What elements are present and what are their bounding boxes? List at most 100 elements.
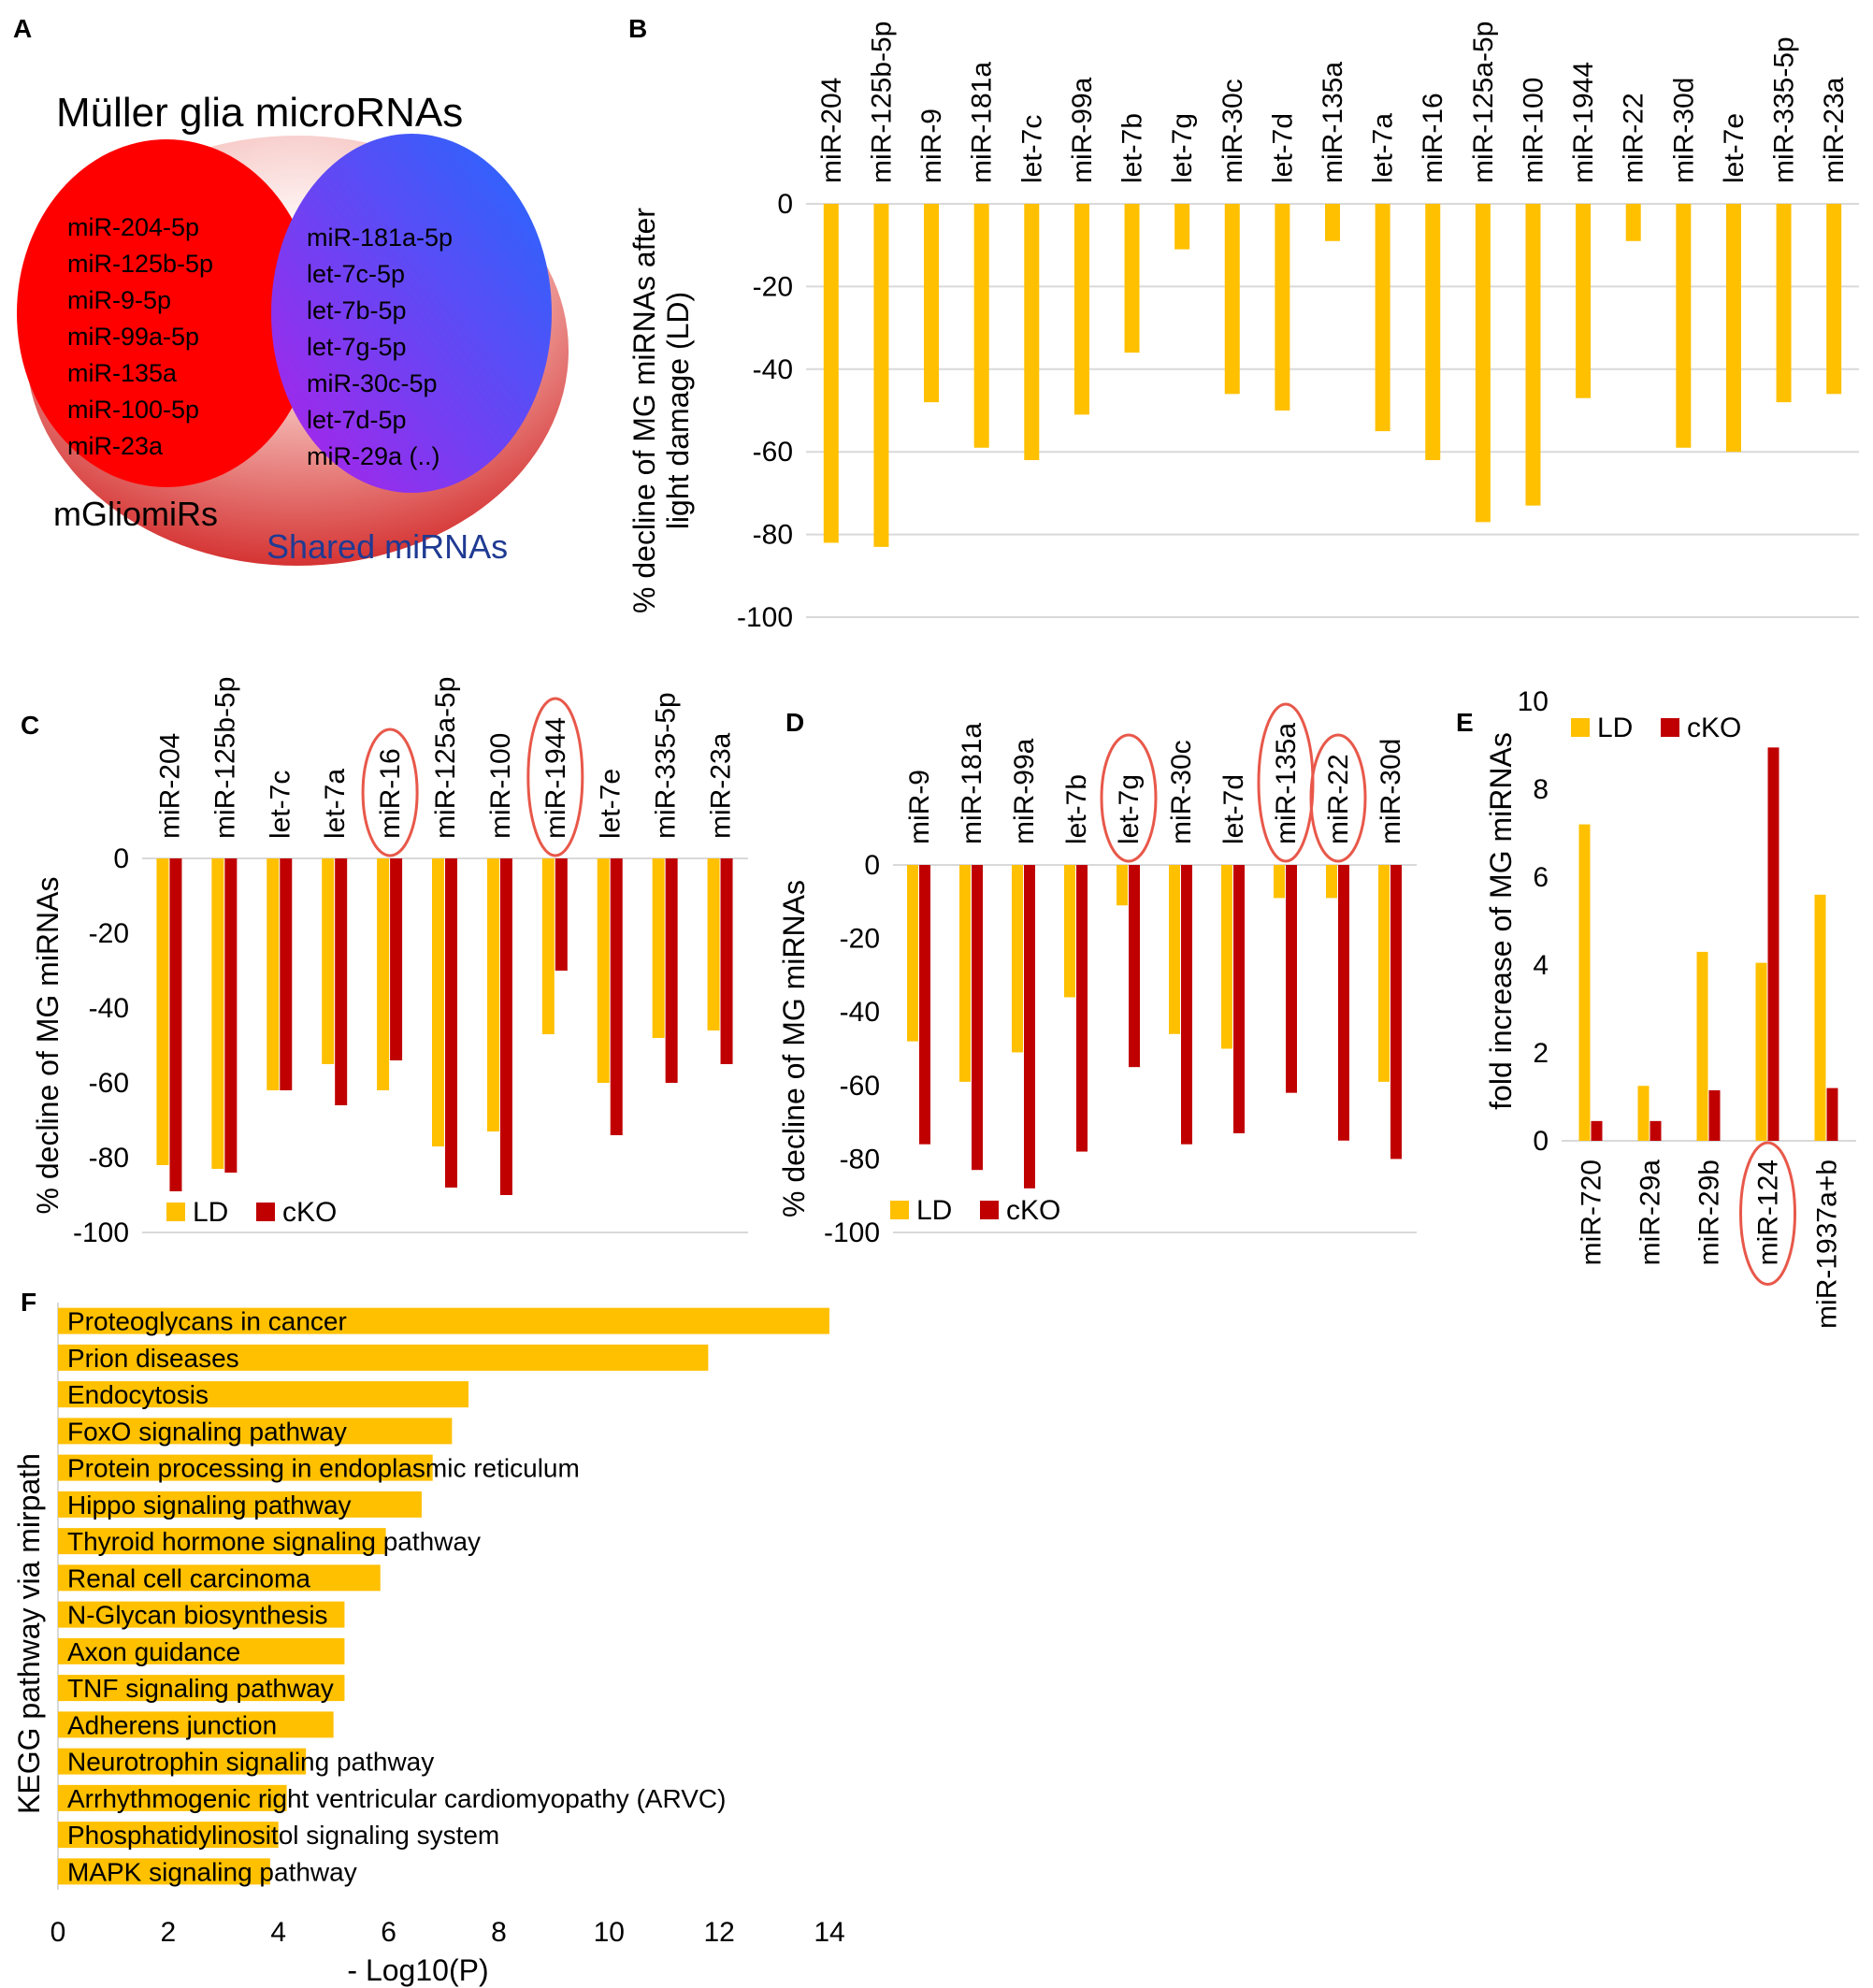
y-tick-label: 0 <box>113 843 129 874</box>
legend-label-cko: cKO <box>1006 1195 1060 1226</box>
bar-cko <box>1338 865 1349 1141</box>
bar-cko <box>169 858 182 1191</box>
venn-mgliomirs-circle <box>17 139 316 487</box>
category-label: let-7c <box>265 771 295 839</box>
bar-ld <box>267 858 280 1090</box>
category-label: miR-135a <box>1271 723 1302 844</box>
legend-swatch-cko <box>980 1201 999 1219</box>
x-tick-label: 12 <box>703 1917 734 1948</box>
venn-shared-item: let-7d-5p <box>307 406 407 434</box>
panel-letter-d: D <box>785 708 804 737</box>
category-label: miR-22 <box>1619 93 1650 183</box>
bar-ld <box>1637 1086 1650 1141</box>
category-label: miR-181a <box>957 723 987 844</box>
bar-ld <box>432 858 444 1146</box>
bar-ld <box>1124 204 1140 353</box>
pathway-label: Protein processing in endoplasmic reticu… <box>67 1454 580 1483</box>
bar-ld <box>1117 865 1128 906</box>
bar-pathway <box>58 1711 334 1738</box>
bar-ld <box>1725 204 1741 453</box>
y-tick-label: -20 <box>753 271 793 302</box>
legend-swatch-cko <box>256 1203 275 1221</box>
bar-cko <box>972 865 983 1171</box>
y-axis-label: KEGG pathway via mirpath <box>12 1453 46 1814</box>
x-tick-label: 10 <box>594 1917 625 1948</box>
panel-letter-a: A <box>13 14 32 43</box>
bar-ld <box>1525 204 1541 506</box>
y-tick-label: -80 <box>753 520 793 551</box>
bar-ld <box>1174 204 1190 250</box>
chart-c: 0 -20 -40 -60 -80 -100 miR-204 miR-125b-5p let-7… <box>31 677 748 1248</box>
bar-pathway <box>58 1748 307 1775</box>
bar-cko <box>280 858 293 1090</box>
bar-pathway <box>58 1675 345 1702</box>
bar-ld <box>1064 865 1075 998</box>
venn-mgliomir-item: miR-23a <box>67 432 164 460</box>
bar-ld <box>486 858 499 1131</box>
pathway-label: Proteoglycans in cancer <box>67 1307 347 1336</box>
venn-mgliomir-item: miR-204-5p <box>67 213 199 241</box>
category-label: let-7b <box>1061 774 1092 844</box>
bar-ld <box>541 858 555 1034</box>
venn-mgliomirs-list: miR-204-5p miR-125b-5p miR-9-5p miR-99a-5p m… <box>67 213 213 460</box>
y-tick-label: -40 <box>753 354 793 385</box>
bar-ld <box>1576 204 1592 398</box>
bar-cko <box>335 858 348 1105</box>
bar-cko <box>1826 1088 1838 1141</box>
bar-ld <box>322 858 335 1064</box>
bar-ld <box>1826 204 1842 395</box>
x-tick-label: 4 <box>270 1917 286 1948</box>
pathway-label: TNF signaling pathway <box>67 1674 334 1703</box>
bar-cko <box>720 858 733 1064</box>
category-label: miR-100 <box>485 733 516 839</box>
category-label: miR-99a <box>1067 77 1098 183</box>
category-label: miR-22 <box>1323 754 1354 844</box>
category-label: miR-9 <box>916 108 947 183</box>
bar-cko <box>1390 865 1402 1160</box>
bar-ld <box>1224 204 1240 395</box>
chart-f: Proteoglycans in cancer Prion diseases End… <box>12 1303 845 1987</box>
category-label: miR-125a-5p <box>430 677 461 839</box>
category-label: miR-125a-5p <box>1468 22 1499 183</box>
venn-diagram: Müller glia microRNAs miR-204-5p miR-125b… <box>17 90 569 566</box>
highlight-circle <box>361 727 419 857</box>
category-label: miR-125b-5p <box>866 22 897 183</box>
bar-cko <box>224 858 238 1173</box>
y-axis-label: fold increase of MG miRNAs <box>1484 732 1518 1110</box>
category-label: miR-9 <box>904 770 935 844</box>
bar-cko <box>665 858 678 1083</box>
y-tick-label: 0 <box>864 850 880 881</box>
pathway-label: N-Glycan biosynthesis <box>67 1601 328 1630</box>
bar-pathway <box>58 1491 422 1518</box>
bar-ld <box>823 204 839 543</box>
bar-ld <box>211 858 224 1169</box>
bar-ld <box>1275 204 1290 411</box>
bar-cko <box>499 858 512 1195</box>
bar-pathway <box>58 1528 386 1555</box>
legend-swatch-ld <box>890 1201 909 1219</box>
bar-pathway <box>58 1344 709 1371</box>
legend-label-ld: LD <box>1597 713 1633 743</box>
pathway-label: Phosphatidylinositol signaling system <box>67 1821 499 1850</box>
bar-ld <box>1425 204 1441 461</box>
panel-letter-b: B <box>628 14 647 43</box>
bar-ld <box>1378 865 1390 1082</box>
category-label: let-7e <box>1719 113 1750 183</box>
bar-cko <box>610 858 623 1135</box>
category-label: miR-16 <box>375 748 406 839</box>
legend-label-cko: cKO <box>282 1197 337 1228</box>
venn-mgliomir-item: miR-100-5p <box>67 396 199 424</box>
bar-cko <box>1286 865 1297 1093</box>
legend-swatch-cko <box>1661 718 1679 737</box>
bar-cko <box>1076 865 1088 1152</box>
x-tick-label: 2 <box>161 1917 177 1948</box>
venn-mgliomirs-label: mGliomiRs <box>53 495 218 533</box>
bar-cko <box>390 858 403 1060</box>
category-label: miR-16 <box>1418 93 1448 183</box>
highlight-circle <box>1100 733 1158 863</box>
y-tick-label: -20 <box>840 924 880 955</box>
bar-cko <box>445 858 457 1188</box>
category-label: let-7g <box>1167 113 1198 183</box>
y-tick-label: -60 <box>89 1068 129 1099</box>
